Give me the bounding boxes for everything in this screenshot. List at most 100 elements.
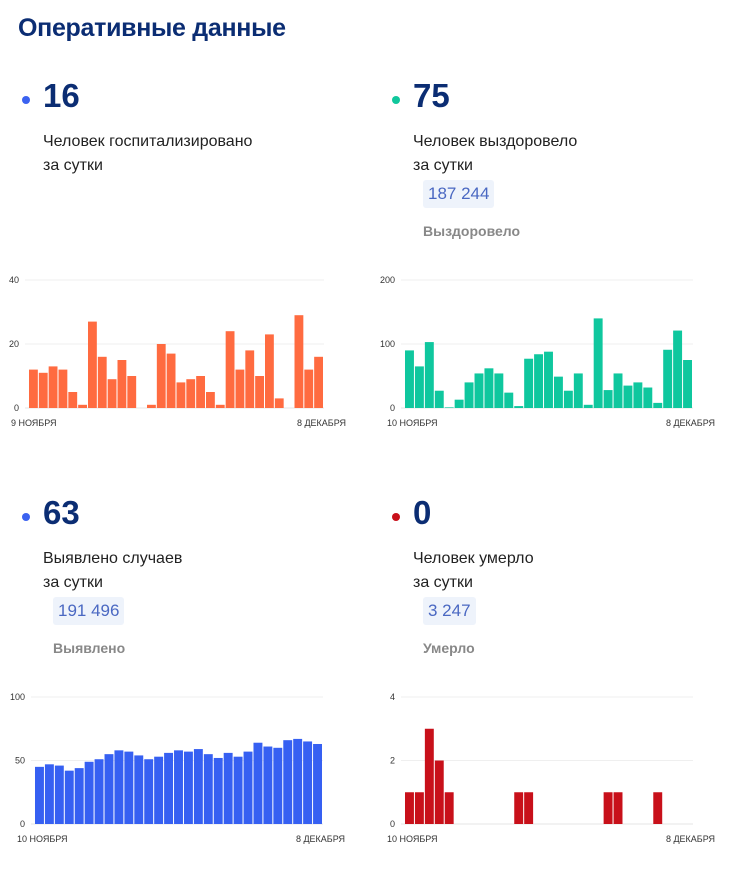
bar	[233, 756, 243, 824]
bar	[144, 759, 154, 824]
bar	[215, 404, 225, 408]
bar	[84, 761, 94, 824]
bar	[274, 398, 284, 408]
bar	[673, 330, 683, 408]
bar	[653, 402, 663, 408]
y-tick-label: 4	[390, 692, 395, 702]
bar	[583, 404, 593, 408]
bar	[107, 379, 117, 408]
bar	[633, 382, 643, 408]
bar	[235, 369, 245, 408]
bar	[434, 390, 444, 408]
y-tick-label: 50	[15, 756, 25, 766]
total-badge: 3 247	[423, 597, 476, 625]
bar	[643, 387, 653, 408]
bar	[424, 728, 434, 824]
bar	[186, 379, 196, 408]
x-start-label: 9 НОЯБРЯ	[11, 418, 57, 428]
y-tick-label: 0	[14, 403, 19, 413]
bar	[124, 751, 134, 824]
x-end-label: 8 ДЕКАБРЯ	[666, 834, 715, 844]
bar	[154, 756, 164, 824]
bar	[534, 354, 544, 408]
bar	[255, 376, 264, 408]
label-line-1: Выявлено случаев	[43, 550, 183, 567]
bar	[44, 764, 54, 824]
bar	[313, 743, 322, 824]
bar	[253, 742, 263, 824]
bullet-dot-icon	[392, 513, 400, 521]
label-line-1: Человек выздоровело	[413, 133, 578, 150]
bar	[156, 344, 166, 408]
daily-label: Человек госпитализировано за сутки	[43, 130, 252, 178]
bar	[64, 770, 74, 824]
bar	[206, 392, 215, 408]
bullet-dot-icon	[392, 96, 400, 104]
bar	[494, 373, 504, 408]
bar	[414, 792, 424, 824]
bar	[524, 792, 534, 824]
bar	[176, 382, 186, 408]
total-label: Выявлено	[53, 640, 126, 656]
daily-label: Человек умерло за сутки	[413, 547, 534, 595]
chart-recovered: 0 100 200 10 НОЯБРЯ 8 ДЕКАБРЯ	[380, 275, 715, 428]
bar	[94, 759, 104, 824]
bar	[38, 372, 48, 408]
bar	[405, 350, 414, 408]
bar	[464, 382, 474, 408]
y-tick-label: 100	[10, 692, 25, 702]
total-badge: 187 244	[423, 180, 495, 208]
bar	[225, 331, 235, 408]
bar	[293, 738, 303, 824]
bar	[484, 368, 494, 408]
bar	[88, 321, 97, 408]
bullet-dot-icon	[22, 96, 30, 104]
label-line-2: за сутки	[43, 157, 103, 174]
chart-hospitalized: 0 20 40 9 НОЯБРЯ 8 ДЕКАБРЯ	[9, 275, 346, 428]
bar	[294, 315, 304, 408]
total-badge: 191 496	[53, 597, 125, 625]
bar	[54, 765, 64, 824]
bar	[29, 369, 38, 408]
bar	[97, 356, 107, 408]
panel-hospitalized: 16 Человек госпитализировано за сутки 0 20…	[9, 72, 378, 482]
total-label: Выздоровело	[423, 223, 521, 239]
label-line-1: Человек умерло	[413, 550, 534, 567]
y-tick-label: 0	[390, 819, 395, 829]
bar	[573, 373, 583, 408]
bar	[127, 376, 137, 408]
bar	[524, 358, 534, 408]
page-title: Оперативные данные	[18, 14, 286, 42]
bar	[593, 318, 603, 408]
bar	[58, 369, 68, 408]
y-tick-label: 200	[380, 275, 395, 285]
bar	[663, 349, 673, 408]
bar	[223, 752, 233, 824]
bar	[613, 373, 623, 408]
daily-label: Человек выздоровело за сутки	[413, 130, 577, 178]
bar	[283, 740, 293, 824]
x-start-label: 10 НОЯБРЯ	[387, 834, 438, 844]
x-end-label: 8 ДЕКАБРЯ	[297, 418, 346, 428]
bar	[48, 366, 58, 408]
bar	[514, 792, 524, 824]
bar	[434, 760, 444, 824]
bar	[603, 792, 613, 824]
bar	[414, 366, 424, 408]
bar	[405, 792, 414, 824]
x-end-label: 8 ДЕКАБРЯ	[666, 418, 715, 428]
bar	[203, 754, 213, 824]
bar	[444, 792, 454, 824]
y-tick-label: 100	[380, 339, 395, 349]
panel-cases: 63 Выявлено случаев за сутки 191 496 Выяв…	[10, 489, 378, 875]
bar	[245, 350, 255, 408]
label-line-2: за сутки	[413, 574, 473, 591]
bar	[147, 404, 156, 408]
bar	[134, 755, 144, 824]
bar	[474, 373, 484, 408]
chart-deaths: 0 2 4 10 НОЯБРЯ 8 ДЕКАБРЯ	[387, 692, 715, 844]
y-tick-label: 0	[20, 819, 25, 829]
panel-deaths: 0 Человек умерло за сутки 3 247 Умерло 0 2…	[387, 489, 736, 875]
daily-value: 16	[43, 77, 80, 114]
